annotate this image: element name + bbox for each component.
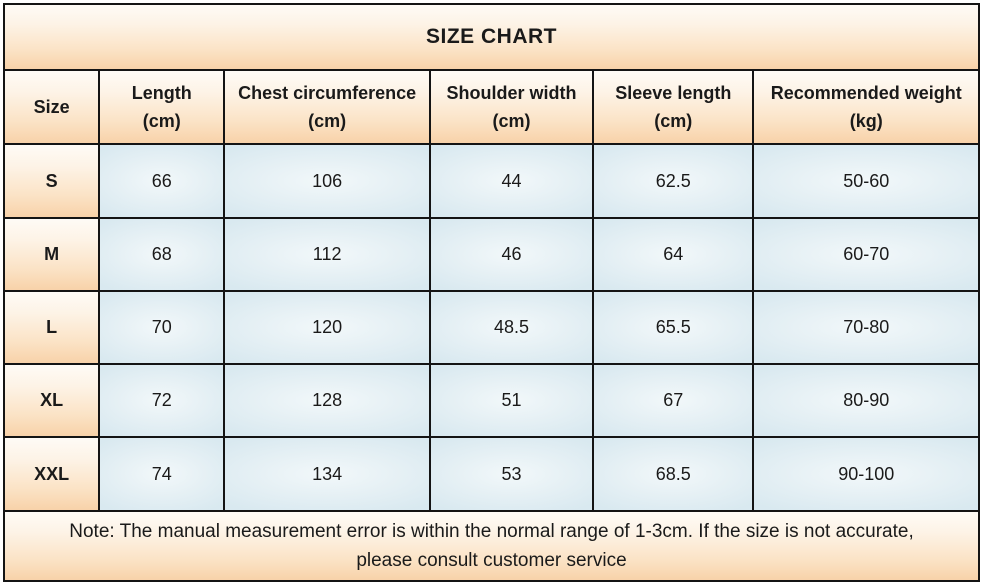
sleeve-length-value: 68.5: [592, 436, 755, 512]
header-unit: (kg): [849, 111, 883, 132]
column-header-sleeve-length: Sleeve length (cm): [592, 69, 755, 146]
column-header-chest-circumference: Chest circumference (cm): [223, 69, 431, 146]
sleeve-length-value: 64: [592, 216, 755, 292]
header-unit: (cm): [492, 111, 531, 132]
header-label: Size: [33, 97, 70, 118]
recommended-weight-value: 80-90: [752, 363, 980, 439]
column-header-length: Length (cm): [98, 69, 226, 146]
size-label: S: [2, 143, 101, 219]
header-unit: (cm): [142, 111, 181, 132]
table-row-l: L 70 120 48.5 65.5 70-80: [2, 289, 980, 366]
shoulder-width-value: 53: [428, 436, 595, 512]
chest-circumference-value: 112: [223, 216, 431, 292]
header-label: Recommended weight: [770, 83, 962, 104]
note-row: Note: The manual measurement error is wi…: [3, 509, 980, 583]
size-label: XL: [2, 363, 101, 439]
table-row-m: M 68 112 46 64 60-70: [2, 216, 980, 292]
chest-circumference-value: 106: [223, 143, 431, 219]
length-value: 70: [98, 289, 226, 366]
header-label: Shoulder width: [446, 83, 577, 104]
chest-circumference-value: 134: [223, 436, 431, 512]
length-value: 72: [98, 363, 226, 439]
measurement-note: Note: The manual measurement error is wi…: [3, 509, 980, 583]
header-unit: (cm): [308, 111, 347, 132]
note-line-2: please consult customer service: [356, 549, 627, 571]
chest-circumference-value: 120: [223, 289, 431, 366]
chest-circumference-value: 128: [223, 363, 431, 439]
recommended-weight-value: 90-100: [752, 436, 980, 512]
header-label: Length: [131, 83, 192, 104]
note-line-1: Note: The manual measurement error is wi…: [69, 520, 914, 542]
table-row-xl: XL 72 128 51 67 80-90: [2, 363, 980, 439]
table-row-xxl: XXL 74 134 53 68.5 90-100: [2, 436, 980, 512]
shoulder-width-value: 51: [428, 363, 595, 439]
header-label: Sleeve length: [615, 83, 732, 104]
recommended-weight-value: 60-70: [752, 216, 980, 292]
table-row-s: S 66 106 44 62.5 50-60: [2, 143, 980, 219]
size-label: XXL: [2, 436, 101, 512]
length-value: 68: [98, 216, 226, 292]
sleeve-length-value: 65.5: [592, 289, 755, 366]
sleeve-length-value: 62.5: [592, 143, 755, 219]
recommended-weight-value: 70-80: [752, 289, 980, 366]
column-header-recommended-weight: Recommended weight (kg): [752, 69, 980, 146]
size-label: M: [2, 216, 101, 292]
header-unit: (cm): [654, 111, 693, 132]
shoulder-width-value: 44: [428, 143, 595, 219]
sleeve-length-value: 67: [592, 363, 755, 439]
length-value: 74: [98, 436, 226, 512]
title-row: SIZE CHART: [3, 2, 980, 72]
column-header-shoulder-width: Shoulder width (cm): [428, 69, 595, 146]
header-label: Chest circumference: [238, 83, 417, 104]
recommended-weight-value: 50-60: [752, 143, 980, 219]
shoulder-width-value: 48.5: [428, 289, 595, 366]
column-header-size: Size: [2, 69, 101, 146]
size-label: L: [2, 289, 101, 366]
header-row: Size Length (cm) Chest circumference (cm…: [2, 69, 980, 146]
page-title: SIZE CHART: [3, 2, 980, 72]
shoulder-width-value: 46: [428, 216, 595, 292]
length-value: 66: [98, 143, 226, 219]
